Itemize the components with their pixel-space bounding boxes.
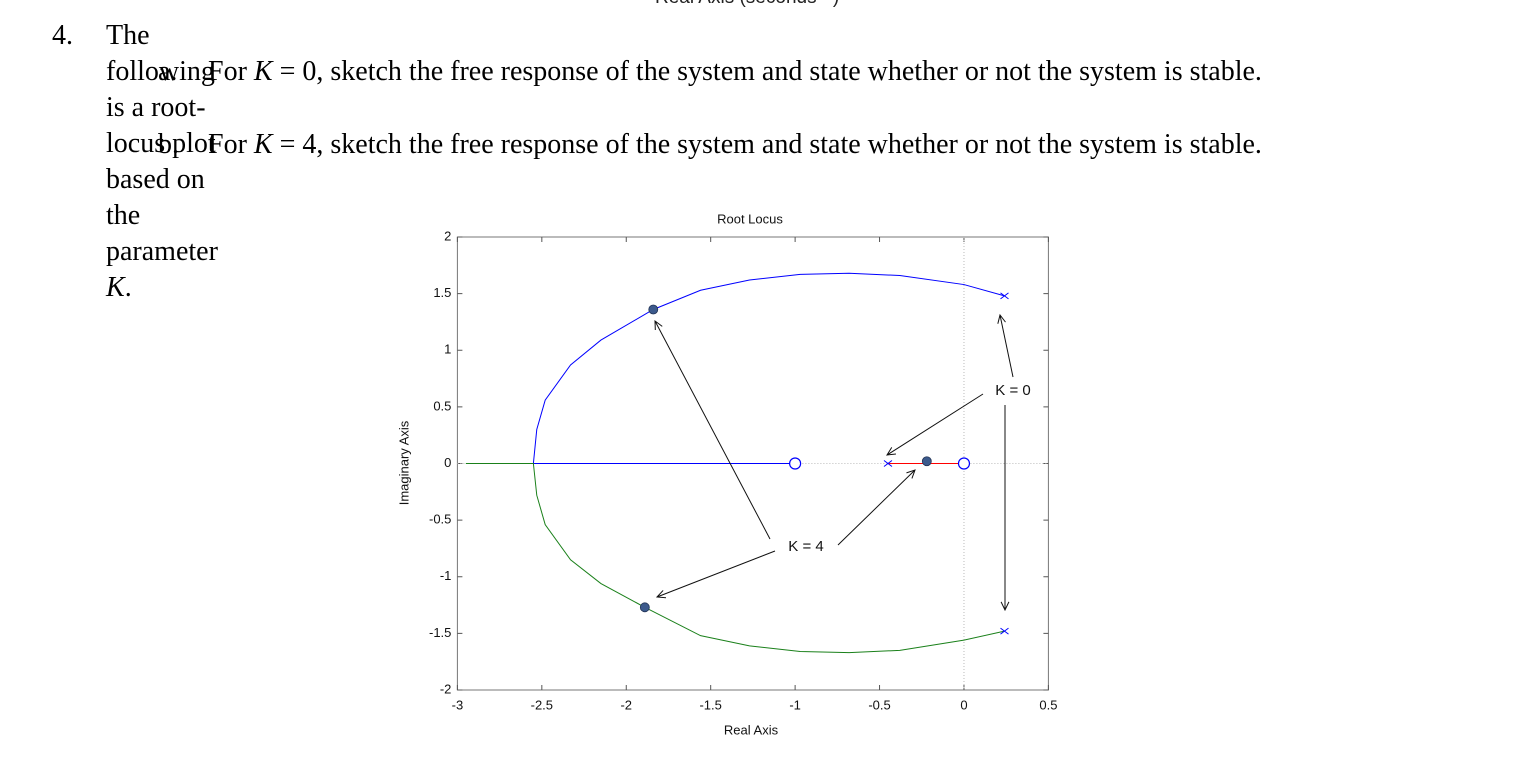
y-tick-label: 0.5	[433, 398, 451, 413]
intro-text: The following is a root-locus plot based…	[106, 20, 218, 267]
x-tick-label: -2.5	[531, 697, 553, 712]
variable: K	[106, 272, 125, 303]
rest: = 0, sketch the free response of the sys…	[279, 56, 1262, 87]
x-tick-label: 0	[960, 697, 967, 712]
arrow	[997, 313, 1014, 378]
arrow	[837, 469, 916, 546]
locus-branch	[465, 463, 1005, 654]
y-tick-label: -1.5	[429, 625, 451, 640]
highlight-point	[648, 304, 659, 315]
y-tick-label: 0	[444, 455, 451, 470]
annotation: K = 0	[995, 382, 1030, 399]
variable: K	[253, 129, 273, 160]
y-tick-label: -1	[440, 568, 452, 583]
pole-marker	[1000, 627, 1009, 635]
item-label: a.	[158, 56, 178, 87]
x-tick-label: -1	[789, 697, 801, 712]
y-tick-label: 1	[444, 342, 451, 357]
zero-marker	[789, 457, 802, 470]
x-tick-label: 0.5	[1039, 697, 1057, 712]
rest: = 4, sketch the free response of the sys…	[279, 129, 1262, 160]
problem-number: 4.	[52, 20, 73, 51]
pole-marker	[1000, 292, 1009, 300]
arrow	[1000, 405, 1010, 612]
y-tick-label: 2	[444, 228, 451, 243]
y-axis-label: Imaginary Axis	[396, 420, 411, 505]
pole-marker	[883, 460, 893, 467]
locus-branch	[532, 272, 1005, 464]
item-text: For K = 0, sketch the free response of t…	[208, 54, 1323, 90]
intro-end: .	[124, 272, 132, 303]
problem-intro: The following is a root-locus plot based…	[106, 18, 218, 306]
arrow	[886, 393, 984, 456]
x-tick-label: -2	[620, 697, 632, 712]
prefix: For	[208, 56, 247, 87]
cropped-header: Real Axis (seconds⁻¹)	[655, 0, 839, 9]
chart-title: Root Locus	[717, 211, 783, 226]
x-tick-label: -0.5	[868, 697, 890, 712]
x-tick-label: -1.5	[699, 697, 721, 712]
y-tick-label: -2	[440, 681, 452, 696]
y-tick-label: -0.5	[429, 512, 451, 527]
variable: K	[253, 56, 273, 87]
arrow	[654, 319, 771, 540]
x-axis-label: Real Axis	[724, 722, 779, 737]
arrow	[655, 550, 776, 599]
y-tick-label: 1.5	[433, 285, 451, 300]
annotation: K = 4	[788, 538, 823, 555]
highlight-point	[639, 602, 650, 613]
zero-marker	[957, 457, 971, 470]
highlight-point	[921, 456, 932, 467]
item-label: b.	[158, 129, 179, 160]
x-tick-label: -3	[452, 697, 464, 712]
prefix: For	[208, 129, 247, 160]
item-text: For K = 4, sketch the free response of t…	[208, 127, 1323, 163]
